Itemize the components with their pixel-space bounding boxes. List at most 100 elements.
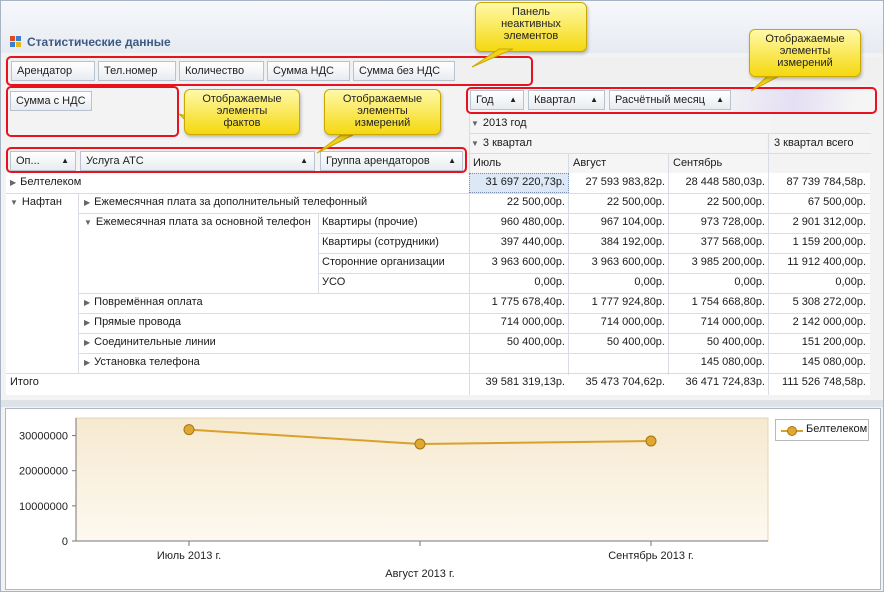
splitter[interactable]	[1, 400, 883, 407]
total-cell[interactable]: 0,00р.	[835, 276, 866, 288]
filter-field-quantity[interactable]: Количество	[179, 61, 264, 81]
grand-total-cell[interactable]: 111 526 748,58р.	[781, 376, 866, 388]
title-bar: Статистические данные	[1, 1, 883, 53]
header-month-august[interactable]: Август	[573, 154, 668, 174]
callout-col-dims: Отображаемые элементы измерений	[749, 29, 861, 77]
sort-asc-icon: ▲	[509, 95, 517, 104]
value-cell[interactable]: 145 080,00р.	[700, 356, 765, 368]
column-field-month[interactable]: Расчётный месяц ▲	[609, 90, 731, 110]
legend-label: Белтелеком	[806, 423, 868, 435]
row-header-service[interactable]: ▶ Прямые провода	[84, 313, 464, 333]
value-cell[interactable]: 384 192,00р.	[600, 236, 665, 248]
value-cell[interactable]: 22 500,00р.	[506, 196, 565, 208]
grand-total-cell[interactable]: 39 581 319,13р.	[485, 376, 565, 388]
chart-legend: Белтелеком	[775, 419, 869, 441]
callout-text: Отображаемые элементы фактов	[202, 93, 282, 129]
header-month-july[interactable]: Июль	[473, 154, 568, 174]
header-quarter[interactable]: ▼ 3 квартал	[471, 134, 767, 154]
filter-field-tenant[interactable]: Арендатор	[11, 61, 95, 81]
row-field-tenant-group[interactable]: Группа арендаторов ▲	[320, 151, 463, 171]
column-field-year-label: Год	[476, 94, 494, 106]
row-header-service[interactable]: ▼ Ежемесячная плата за основной телефон	[84, 213, 316, 233]
header-month-september[interactable]: Сентябрь	[673, 154, 768, 174]
total-cell[interactable]: 67 500,00р.	[807, 196, 866, 208]
value-cell[interactable]: 3 963 600,00р.	[591, 256, 665, 268]
row-header-beltelecom[interactable]: ▶ Белтелеком	[10, 173, 310, 193]
total-cell[interactable]: 87 739 784,58р.	[786, 176, 866, 188]
collapse-icon: ▼	[84, 218, 92, 227]
value-cell[interactable]: 22 500,00р.	[606, 196, 665, 208]
value-cell[interactable]: 28 448 580,03р.	[685, 176, 765, 188]
total-cell[interactable]: 2 901 312,00р.	[792, 216, 866, 228]
collapse-icon: ▼	[10, 198, 18, 207]
row-header-service[interactable]: ▶ Установка телефона	[84, 353, 464, 373]
header-year[interactable]: ▼ 2013 год	[471, 114, 771, 134]
total-cell[interactable]: 11 912 400,00р.	[787, 256, 866, 268]
value-cell[interactable]: 27 593 983,82р.	[585, 176, 665, 188]
value-cell[interactable]: 3 963 600,00р.	[491, 256, 565, 268]
grand-total-cell[interactable]: 36 471 724,83р.	[685, 376, 765, 388]
row-field-operator-label: Оп...	[16, 155, 40, 167]
grand-total-cell[interactable]: 35 473 704,62р.	[585, 376, 665, 388]
row-header-service[interactable]: ▶ Повремённая оплата	[84, 293, 464, 313]
row-header-service[interactable]: ▶ Ежемесячная плата за дополнительный тел…	[84, 193, 464, 213]
chart-panel	[5, 408, 881, 590]
value-cell[interactable]: 714 000,00р.	[700, 316, 765, 328]
value-cell[interactable]: 1 754 668,80р.	[691, 296, 765, 308]
row-header-naftan[interactable]: ▼ Нафтан	[10, 193, 76, 213]
value-cell[interactable]: 50 400,00р.	[706, 336, 765, 348]
column-field-quarter[interactable]: Квартал ▲	[528, 90, 605, 110]
value-cell[interactable]: 50 400,00р.	[606, 336, 665, 348]
value-cell[interactable]: 1 775 678,40р.	[491, 296, 565, 308]
legend-marker-icon	[781, 426, 803, 436]
value-cell[interactable]: 973 728,00р.	[700, 216, 765, 228]
row-label: Соединительные линии	[94, 336, 216, 348]
column-field-year[interactable]: Год ▲	[470, 90, 524, 110]
value-cell[interactable]: 0,00р.	[634, 276, 665, 288]
value-cell[interactable]: 377 568,00р.	[700, 236, 765, 248]
value-cell[interactable]: 0,00р.	[534, 276, 565, 288]
total-cell[interactable]: 2 142 000,00р.	[792, 316, 866, 328]
row-header-group: Квартиры (сотрудники)	[322, 236, 439, 248]
sort-asc-icon: ▲	[61, 156, 69, 165]
row-field-service[interactable]: Услуга АТС ▲	[80, 151, 315, 171]
row-field-operator[interactable]: Оп... ▲	[10, 151, 76, 171]
callout-facts: Отображаемые элементы фактов	[184, 89, 300, 135]
callout-inactive-panel: Панель неактивных элементов	[475, 2, 587, 52]
value-cell[interactable]: 50 400,00р.	[506, 336, 565, 348]
row-label: Прямые провода	[94, 316, 181, 328]
data-field-sum-vat[interactable]: Сумма с НДС	[10, 91, 92, 111]
value-cell[interactable]: 3 985 200,00р.	[691, 256, 765, 268]
value-cell[interactable]: 1 777 924,80р.	[591, 296, 665, 308]
value-cell[interactable]: 714 000,00р.	[600, 316, 665, 328]
row-field-tenant-group-label: Группа арендаторов	[326, 155, 430, 167]
header-quarter-total: 3 квартал всего	[771, 134, 871, 154]
value-cell[interactable]: 967 104,00р.	[600, 216, 665, 228]
value-cell[interactable]: 0,00р.	[734, 276, 765, 288]
filter-field-vat[interactable]: Сумма НДС	[267, 61, 350, 81]
expand-icon: ▶	[84, 298, 91, 307]
total-cell[interactable]: 151 200,00р.	[801, 336, 866, 348]
total-cell[interactable]: 5 308 272,00р.	[792, 296, 866, 308]
column-field-month-label: Расчётный месяц	[615, 94, 705, 106]
column-field-quarter-label: Квартал	[534, 94, 576, 106]
row-field-service-label: Услуга АТС	[86, 155, 144, 167]
header-year-label: 2013 год	[482, 117, 527, 129]
filter-field-phone[interactable]: Тел.номер	[98, 61, 176, 81]
total-cell[interactable]: 145 080,00р.	[801, 356, 866, 368]
total-cell[interactable]: 1 159 200,00р.	[792, 236, 866, 248]
value-cell[interactable]	[569, 353, 668, 373]
sort-asc-icon: ▲	[300, 156, 308, 165]
value-cell[interactable]: 714 000,00р.	[500, 316, 565, 328]
expand-icon: ▶	[84, 338, 91, 347]
row-header-service[interactable]: ▶ Соединительные линии	[84, 333, 464, 353]
value-cell[interactable]: 960 480,00р.	[500, 216, 565, 228]
filter-field-sum-no-vat[interactable]: Сумма без НДС	[353, 61, 455, 81]
window-title: Статистические данные	[27, 35, 171, 49]
value-cell[interactable]: 22 500,00р.	[706, 196, 765, 208]
value-cell[interactable]	[469, 353, 568, 373]
value-cell[interactable]: 31 697 220,73р.	[485, 176, 565, 188]
row-header-group: УСО	[322, 276, 346, 288]
value-cell[interactable]: 397 440,00р.	[500, 236, 565, 248]
